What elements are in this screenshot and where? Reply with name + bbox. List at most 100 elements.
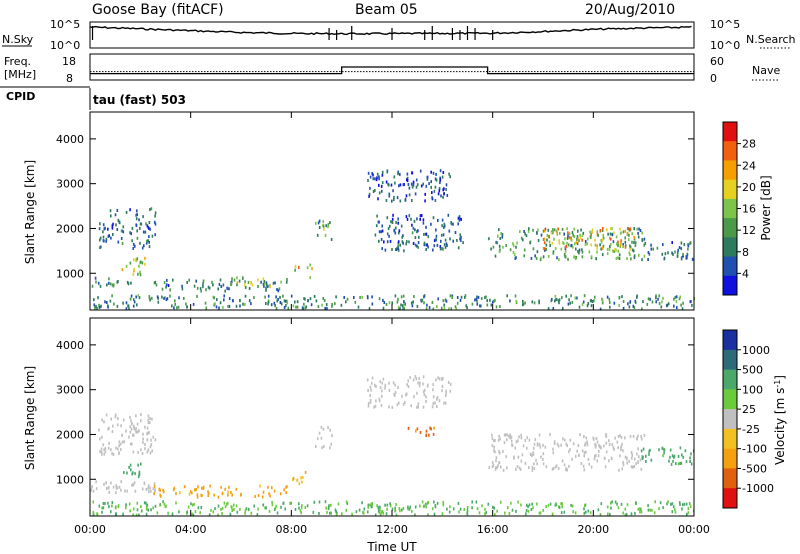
range-cell	[667, 500, 669, 504]
range-cell	[408, 507, 411, 511]
range-cell	[196, 493, 199, 497]
range-cell	[442, 195, 444, 199]
range-cell	[135, 430, 137, 434]
range-cell	[570, 294, 572, 298]
range-cell	[454, 305, 457, 309]
range-cell	[197, 485, 199, 489]
range-cell	[269, 494, 271, 498]
range-cell	[629, 247, 631, 251]
range-cell	[669, 455, 671, 459]
range-cell	[606, 295, 609, 299]
freq-label-2: [MHz]	[4, 68, 36, 81]
range-cell	[428, 433, 430, 437]
range-cell	[114, 512, 117, 516]
range-cell	[545, 243, 548, 247]
noise-right-tick-bottom: 10^0	[710, 39, 740, 52]
range-cell	[582, 300, 585, 304]
range-cell	[591, 300, 594, 303]
range-cell	[413, 395, 415, 399]
colorbar-tick-label: 28	[742, 138, 756, 151]
freq-series	[90, 66, 694, 75]
range-cell	[126, 471, 128, 475]
range-cell	[498, 450, 500, 454]
range-cell	[331, 434, 333, 438]
range-cell	[242, 302, 244, 306]
range-cell	[359, 295, 361, 299]
range-cell	[135, 258, 137, 262]
range-cell	[675, 300, 678, 303]
range-cell	[195, 488, 197, 492]
range-cell	[263, 284, 265, 288]
range-cell	[451, 296, 453, 299]
range-cell	[513, 253, 516, 257]
range-cell	[496, 509, 498, 513]
range-cell	[129, 509, 131, 513]
range-cell	[211, 280, 213, 284]
range-cell	[511, 508, 514, 512]
range-cell	[129, 442, 132, 446]
range-cell	[556, 442, 559, 446]
range-cell	[416, 427, 419, 431]
range-cell	[530, 256, 533, 260]
range-cell	[304, 470, 307, 474]
range-cell	[395, 503, 397, 506]
range-cell	[410, 301, 413, 305]
range-cell	[227, 304, 229, 308]
range-cell	[111, 226, 114, 230]
range-cell	[169, 288, 171, 292]
range-cell	[601, 253, 604, 257]
range-cell	[622, 306, 625, 310]
range-cell	[601, 246, 604, 250]
range-cell	[555, 502, 557, 506]
colorbar-swatch	[723, 198, 737, 219]
range-cell	[685, 256, 688, 260]
range-cell	[536, 502, 538, 506]
range-cell	[432, 171, 435, 175]
range-cell	[107, 281, 110, 285]
range-cell	[172, 278, 174, 282]
range-cell	[200, 493, 202, 497]
range-cell	[327, 507, 330, 511]
range-cell	[401, 240, 404, 244]
range-cell	[121, 440, 124, 444]
range-cell	[367, 404, 370, 408]
range-cell	[671, 241, 673, 244]
range-cell	[299, 509, 302, 513]
range-cell	[102, 239, 105, 243]
range-cell	[612, 446, 615, 450]
range-cell	[99, 236, 102, 240]
range-cell	[144, 262, 146, 266]
range-cell	[640, 434, 642, 438]
range-cell	[330, 511, 332, 515]
range-cell	[436, 397, 438, 401]
range-cell	[596, 230, 599, 234]
range-cell	[412, 183, 415, 187]
range-cell	[422, 218, 425, 222]
range-cell	[232, 299, 234, 303]
range-cell	[127, 282, 130, 286]
range-cell	[129, 297, 132, 301]
range-cell	[279, 301, 282, 304]
range-cell	[416, 217, 418, 221]
range-cell	[551, 231, 554, 235]
range-cell	[107, 304, 109, 308]
range-cell	[512, 244, 515, 248]
range-cell	[280, 302, 283, 306]
range-cell	[585, 436, 588, 440]
range-cell	[367, 503, 370, 507]
range-cell	[263, 279, 266, 283]
noise-panel: N.Sky 10^5 10^0 10^5 10^0 N.Search	[2, 18, 796, 52]
range-cell	[622, 300, 625, 303]
range-cell	[647, 508, 650, 512]
range-cell	[392, 189, 394, 193]
range-cell	[250, 302, 252, 306]
range-cell	[282, 501, 285, 505]
range-cell	[480, 304, 482, 308]
range-cell	[649, 448, 651, 452]
range-cell	[413, 219, 416, 223]
range-cell	[456, 296, 459, 299]
range-cell	[409, 505, 412, 509]
range-cell	[98, 305, 101, 309]
range-cell	[381, 189, 383, 193]
range-cell	[459, 237, 461, 241]
